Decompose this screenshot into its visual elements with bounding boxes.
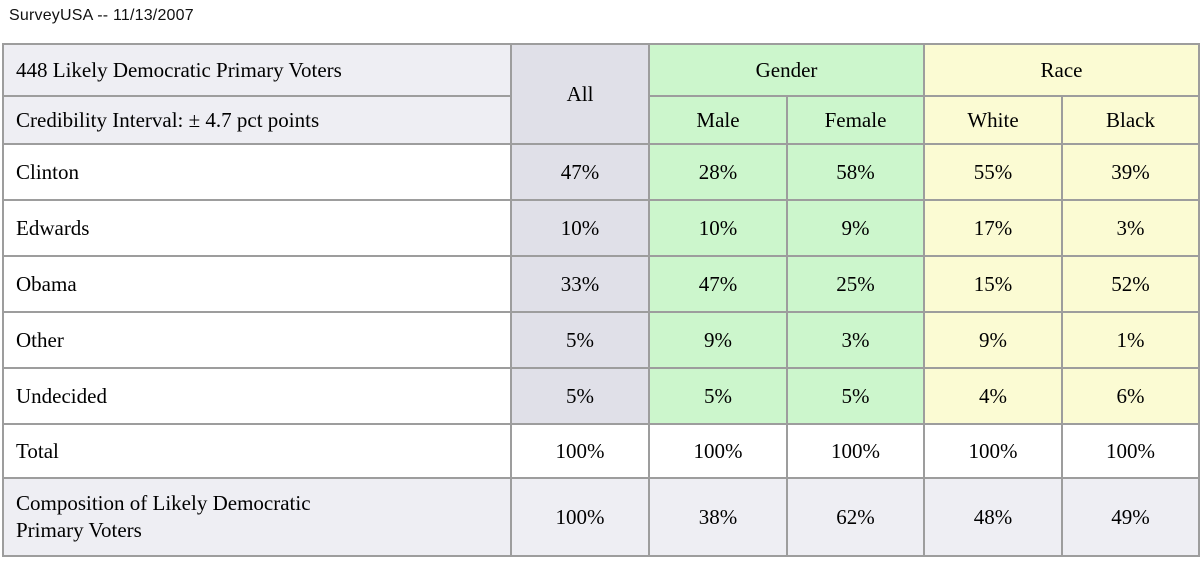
cell-all: 100% [510, 423, 650, 479]
table-row-undecided: Undecided 5% 5% 5% 4% 6% [2, 367, 1200, 425]
cell-all: 5% [510, 367, 650, 425]
cell-all: 5% [510, 311, 650, 369]
table-row-other: Other 5% 9% 3% 9% 1% [2, 311, 1200, 369]
cell-white: 55% [923, 143, 1063, 201]
row-label: Undecided [2, 367, 512, 425]
column-header-white: White [923, 95, 1063, 145]
cell-white: 9% [923, 311, 1063, 369]
cell-all: 47% [510, 143, 650, 201]
composition-label: Composition of Likely Democratic Primary… [16, 491, 311, 542]
cell-black: 3% [1060, 199, 1200, 257]
cell-female: 25% [786, 255, 925, 313]
row-label: Composition of Likely Democratic Primary… [2, 477, 512, 557]
cell-female: 58% [786, 143, 925, 201]
cell-female: 3% [786, 311, 925, 369]
table-row-edwards: Edwards 10% 10% 9% 17% 3% [2, 199, 1200, 257]
cell-male: 47% [648, 255, 788, 313]
cell-male: 100% [648, 423, 788, 479]
cell-female: 5% [786, 367, 925, 425]
row-label: Obama [2, 255, 512, 313]
cell-male: 10% [648, 199, 788, 257]
cell-male: 9% [648, 311, 788, 369]
header-row-subgroups: Credibility Interval: ± 4.7 pct points M… [2, 95, 1200, 145]
cell-white: 100% [923, 423, 1063, 479]
row-label: Total [2, 423, 512, 479]
cell-black: 1% [1060, 311, 1200, 369]
row-label: Other [2, 311, 512, 369]
table-row-composition: Composition of Likely Democratic Primary… [2, 477, 1200, 557]
cell-white: 15% [923, 255, 1063, 313]
group-header-gender: Gender [648, 43, 925, 97]
cell-black: 39% [1060, 143, 1200, 201]
sample-size-header: 448 Likely Democratic Primary Voters [2, 43, 512, 97]
column-header-all: All [510, 43, 650, 145]
table-row-clinton: Clinton 47% 28% 58% 55% 39% [2, 143, 1200, 201]
cell-female: 9% [786, 199, 925, 257]
cell-white: 48% [923, 477, 1063, 557]
cell-black: 49% [1060, 477, 1200, 557]
page-title: SurveyUSA -- 11/13/2007 [9, 7, 194, 24]
cell-white: 17% [923, 199, 1063, 257]
group-header-race: Race [922, 43, 1200, 97]
table-row-total: Total 100% 100% 100% 100% 100% [2, 423, 1200, 479]
cell-all: 33% [510, 255, 650, 313]
cell-white: 4% [923, 367, 1063, 425]
cell-male: 5% [648, 367, 788, 425]
cell-female: 62% [786, 477, 925, 557]
cell-black: 100% [1060, 423, 1200, 479]
cell-all: 100% [510, 477, 650, 557]
cell-all: 10% [510, 199, 650, 257]
cell-male: 38% [648, 477, 788, 557]
row-label: Edwards [2, 199, 512, 257]
column-header-black: Black [1060, 95, 1200, 145]
header-row-groups: 448 Likely Democratic Primary Voters All… [2, 43, 1200, 145]
poll-results-table: 448 Likely Democratic Primary Voters All… [2, 43, 1200, 557]
table-row-obama: Obama 33% 47% 25% 15% 52% [2, 255, 1200, 313]
column-header-male: Male [648, 95, 788, 145]
cell-female: 100% [786, 423, 925, 479]
cell-black: 6% [1060, 367, 1200, 425]
credibility-interval-header: Credibility Interval: ± 4.7 pct points [2, 95, 512, 145]
column-header-female: Female [786, 95, 925, 145]
cell-black: 52% [1060, 255, 1200, 313]
cell-male: 28% [648, 143, 788, 201]
row-label: Clinton [2, 143, 512, 201]
